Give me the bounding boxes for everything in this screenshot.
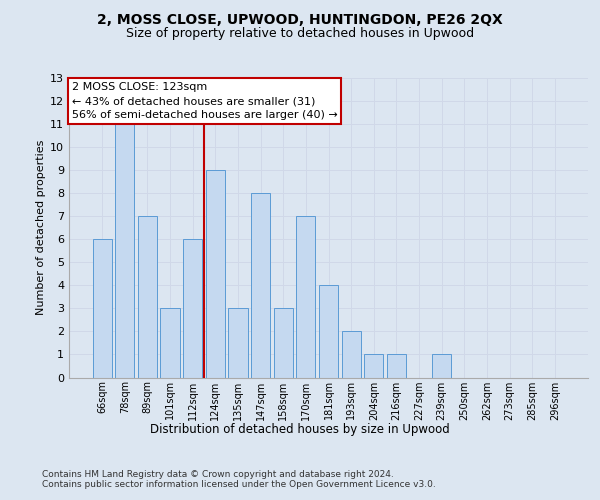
Text: 2, MOSS CLOSE, UPWOOD, HUNTINGDON, PE26 2QX: 2, MOSS CLOSE, UPWOOD, HUNTINGDON, PE26 … (97, 12, 503, 26)
Bar (206, 170, 225, 378)
Bar (296, 216, 316, 378)
Bar (387, 354, 406, 378)
Bar (251, 193, 270, 378)
Text: Contains HM Land Registry data © Crown copyright and database right 2024.
Contai: Contains HM Land Registry data © Crown c… (42, 470, 436, 490)
Bar (274, 308, 293, 378)
Bar (160, 308, 180, 378)
Bar (229, 308, 248, 378)
Text: 2 MOSS CLOSE: 123sqm
← 43% of detached houses are smaller (31)
56% of semi-detac: 2 MOSS CLOSE: 123sqm ← 43% of detached h… (71, 82, 337, 120)
Bar (138, 216, 157, 378)
Bar (115, 124, 134, 378)
Bar (364, 354, 383, 378)
Bar (319, 285, 338, 378)
Bar (92, 239, 112, 378)
Y-axis label: Number of detached properties: Number of detached properties (36, 140, 46, 315)
Bar (341, 332, 361, 378)
Text: Distribution of detached houses by size in Upwood: Distribution of detached houses by size … (150, 422, 450, 436)
Bar (432, 354, 451, 378)
Bar (183, 239, 202, 378)
Text: Size of property relative to detached houses in Upwood: Size of property relative to detached ho… (126, 28, 474, 40)
